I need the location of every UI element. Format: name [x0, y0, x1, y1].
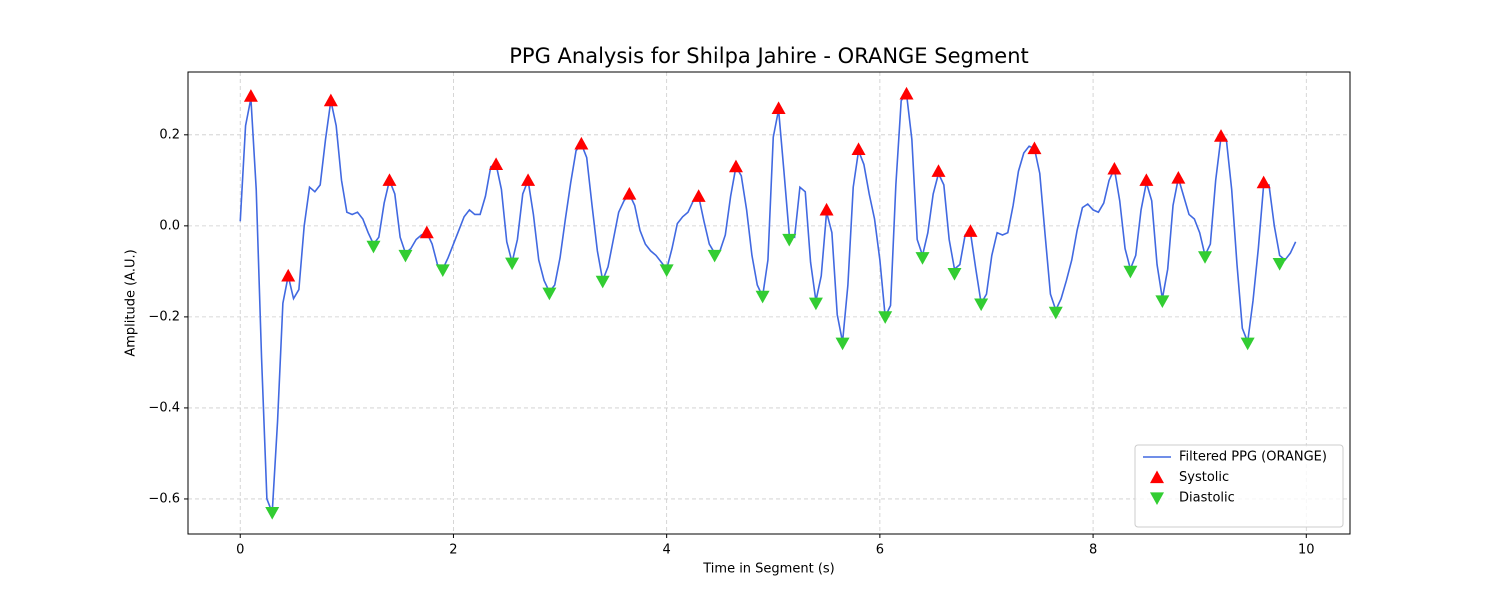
diastolic-marker — [366, 240, 381, 254]
diastolic-marker — [915, 252, 930, 265]
diastolic-marker — [435, 264, 450, 277]
systolic-marker — [819, 202, 834, 216]
systolic-marker — [728, 159, 743, 173]
x-axis-label: Time in Segment (s) — [702, 562, 834, 577]
systolic-marker — [489, 157, 504, 170]
systolic-marker — [243, 89, 258, 102]
y-tick-label: −0.4 — [148, 400, 180, 415]
diastolic-marker — [542, 287, 557, 301]
systolic-marker — [1107, 161, 1122, 175]
legend-label: Filtered PPG (ORANGE) — [1179, 450, 1327, 465]
legend-box — [1134, 444, 1344, 528]
systolic-marker — [382, 173, 397, 186]
systolic-marker — [691, 189, 706, 202]
diastolic-marker — [835, 337, 850, 351]
systolic-marker — [1171, 171, 1186, 184]
diastolic-marker — [782, 233, 797, 247]
diastolic-marker — [808, 297, 823, 311]
systolic-marker — [419, 225, 434, 239]
diastolic-marker — [595, 275, 610, 289]
diastolic-marker — [707, 249, 722, 263]
x-tick-label: 4 — [663, 543, 671, 558]
diastolic-marker — [1123, 265, 1138, 279]
legend-marker — [1150, 470, 1164, 484]
systolic-marker — [1027, 141, 1042, 155]
systolic-marker — [1256, 175, 1271, 189]
systolic-marker — [963, 224, 978, 237]
diastolic-marker — [878, 311, 893, 324]
diastolic-marker — [1155, 295, 1170, 308]
diastolic-marker — [1272, 258, 1287, 271]
y-tick-label: 0.0 — [159, 218, 180, 233]
y-axis-label: Amplitude (A.U.) — [124, 249, 139, 356]
systolic-marker — [281, 268, 296, 282]
systolic-marker — [931, 164, 946, 177]
x-tick-label: 0 — [236, 543, 244, 558]
legend-label: Systolic — [1179, 470, 1229, 485]
diastolic-marker — [659, 264, 674, 277]
systolic-marker — [851, 142, 866, 155]
x-tick-label: 10 — [1298, 543, 1315, 558]
x-tick-label: 8 — [1089, 543, 1097, 558]
diastolic-marker — [974, 298, 989, 312]
systolic-marker — [521, 173, 536, 186]
plot-frame — [187, 71, 1351, 535]
systolic-marker — [1139, 173, 1154, 186]
chart-title: PPG Analysis for Shilpa Jahire - ORANGE … — [509, 44, 1029, 68]
y-tick-label: −0.2 — [148, 309, 180, 324]
systolic-marker — [622, 186, 637, 200]
legend-marker — [1150, 492, 1164, 505]
diastolic-marker — [755, 290, 770, 304]
ppg-line — [239, 91, 1297, 513]
systolic-marker — [771, 101, 786, 115]
diastolic-marker — [265, 507, 280, 520]
diastolic-marker — [1198, 251, 1213, 264]
x-tick-label: 2 — [449, 543, 457, 558]
y-tick-label: 0.2 — [159, 127, 180, 142]
systolic-marker — [1214, 129, 1229, 142]
diastolic-marker — [1048, 306, 1063, 320]
diastolic-marker — [505, 257, 520, 271]
systolic-marker — [574, 136, 589, 150]
systolic-marker — [899, 86, 914, 100]
x-tick-label: 6 — [876, 543, 884, 558]
diastolic-marker — [1240, 337, 1255, 351]
diastolic-marker — [947, 268, 962, 281]
diastolic-marker — [398, 249, 413, 263]
legend-label: Diastolic — [1179, 491, 1235, 506]
y-tick-label: −0.6 — [148, 491, 180, 506]
systolic-marker — [323, 93, 338, 107]
